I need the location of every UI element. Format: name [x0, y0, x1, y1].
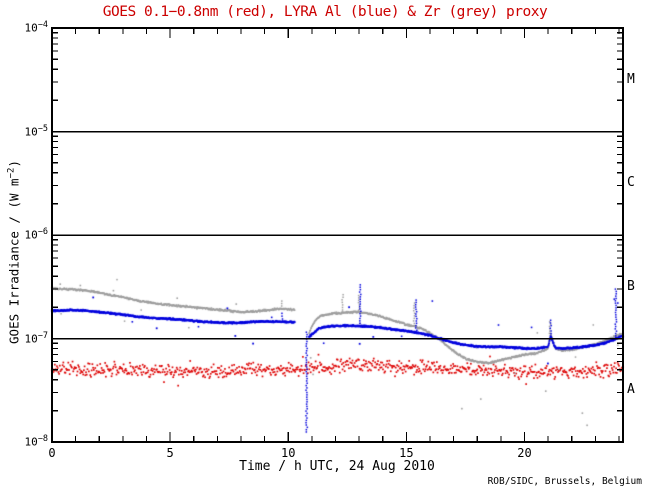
x-tick-label-0: 0: [48, 446, 56, 460]
y-axis-label: GOES Irradiance / (W m−2): [6, 160, 21, 344]
y-axis-label-exponent: −2: [6, 167, 17, 179]
plot-box: [51, 27, 624, 443]
flare-class-b: B: [627, 278, 635, 294]
chart-title: GOES 0.1−0.8nm (red), LYRA Al (blue) & Z…: [102, 4, 548, 20]
x-tick-label-10: 10: [281, 446, 296, 460]
credit-text: ROB/SIDC, Brussels, Belgium: [487, 476, 642, 487]
y-tick-label-1e-4: 10−4: [24, 20, 49, 35]
y-tick-label-1e-7: 10−7: [24, 330, 49, 346]
flare-class-m: M: [627, 71, 635, 87]
x-tick-label-5: 5: [166, 446, 174, 460]
x-tick-label-15: 15: [399, 446, 414, 460]
tick-marks: [51, 27, 622, 443]
x-axis-label: Time / h UTC, 24 Aug 2010: [239, 459, 435, 474]
y-tick-label-1e-5: 10−5: [24, 123, 49, 139]
y-tick-label-1e-6: 10−6: [24, 227, 49, 242]
x-tick-label-20: 20: [517, 446, 532, 460]
flare-class-a: A: [627, 382, 635, 398]
y-axis-label-text: GOES Irradiance / (W m: [6, 178, 22, 344]
flare-class-c: C: [627, 175, 635, 191]
y-tick-label-1e-8: 10−8: [24, 434, 49, 449]
y-axis-label-close: ): [6, 160, 22, 168]
